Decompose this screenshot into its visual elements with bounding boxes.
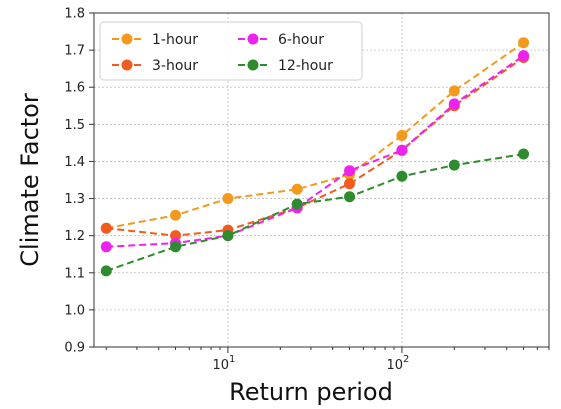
series-line <box>105 153 524 272</box>
data-point <box>448 85 460 97</box>
legend-label: 3-hour <box>152 58 198 74</box>
data-point <box>100 265 112 277</box>
data-point <box>291 183 303 195</box>
legend-marker <box>121 59 133 71</box>
x-tick-base: 10 <box>212 358 229 373</box>
data-point <box>518 50 530 62</box>
data-point <box>100 222 112 234</box>
data-point <box>344 165 356 177</box>
x-tick-label: 102 <box>386 354 409 373</box>
data-point <box>518 37 530 49</box>
x-axis-title: Return period <box>229 378 393 406</box>
data-point <box>396 170 408 182</box>
y-tick-label: 1.0 <box>64 303 85 318</box>
y-tick-label: 1.6 <box>64 81 85 96</box>
data-point <box>448 98 460 110</box>
data-point <box>396 144 408 156</box>
data-point <box>170 241 182 253</box>
data-point <box>396 129 408 141</box>
y-tick-label: 1.4 <box>64 155 85 170</box>
x-tick-exponent: 1 <box>229 354 235 365</box>
series-line <box>106 41 525 230</box>
data-point <box>100 241 112 253</box>
data-point <box>291 198 303 210</box>
y-tick-label: 1.2 <box>64 229 85 244</box>
legend-box <box>99 21 363 81</box>
data-point <box>448 159 460 171</box>
y-tick-label: 1.5 <box>64 118 85 133</box>
y-tick-label: 0.9 <box>64 341 85 356</box>
legend-marker <box>247 33 259 45</box>
x-tick-label: 101 <box>212 354 235 373</box>
data-point <box>170 209 182 221</box>
legend: 1-hour 3-hour 6-hour 12-hour <box>99 21 363 81</box>
series-line <box>106 54 525 248</box>
y-tick-label: 1.7 <box>64 44 85 59</box>
legend-item-1-hour: 1-hour <box>112 32 198 48</box>
data-point <box>344 178 356 190</box>
series-12-hour <box>100 148 530 277</box>
legend-label: 1-hour <box>152 32 198 48</box>
x-tick-base: 10 <box>386 358 403 373</box>
legend-label: 12-hour <box>278 58 333 74</box>
y-axis-title: Climate Factor <box>16 93 44 267</box>
legend-marker <box>121 33 133 45</box>
data-point <box>344 191 356 203</box>
plot-frame <box>93 12 550 348</box>
y-tick-label: 1.1 <box>64 266 85 281</box>
legend-label: 6-hour <box>278 32 324 48</box>
legend-item-6-hour: 6-hour <box>238 32 324 48</box>
y-tick-label: 1.8 <box>64 7 85 22</box>
data-point <box>222 193 234 205</box>
legend-item-12-hour: 12-hour <box>238 58 333 74</box>
legend-marker <box>247 59 259 71</box>
legend-item-3-hour: 3-hour <box>112 58 198 74</box>
data-point <box>518 148 530 160</box>
series-line <box>106 56 525 237</box>
data-point <box>222 230 234 242</box>
y-tick-label: 1.3 <box>64 192 85 207</box>
series-lines <box>100 37 530 277</box>
x-tick-exponent: 2 <box>403 354 409 365</box>
